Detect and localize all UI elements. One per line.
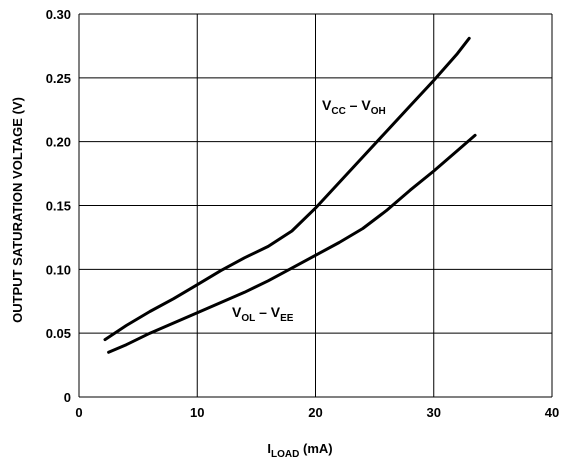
y-tick-label: 0.05 (46, 326, 71, 341)
x-tick-label: 10 (190, 405, 204, 420)
x-tick-label: 20 (308, 405, 322, 420)
x-tick-label: 40 (545, 405, 559, 420)
series-lines (103, 36, 477, 354)
y-tick-label: 0.15 (46, 199, 71, 214)
x-tick-labels: 0 10 20 30 40 (75, 405, 559, 420)
series-label-vol-vee: VOL – VEE (232, 304, 294, 324)
x-axis-label: ILOAD (mA) (267, 441, 332, 460)
x-tick-label: 30 (427, 405, 441, 420)
grid (78, 13, 553, 398)
x-tick-label: 0 (75, 405, 82, 420)
y-tick-label: 0 (64, 390, 71, 405)
series-line-vcc-voh (103, 36, 471, 342)
y-tick-label: 0.30 (46, 7, 71, 22)
series-line-vol-vee (107, 133, 477, 354)
y-tick-label: 0.20 (46, 135, 71, 150)
y-tick-label: 0.25 (46, 71, 71, 86)
y-tick-label: 0.10 (46, 262, 71, 277)
y-axis-label: OUTPUT SATURATION VOLTAGE (V) (10, 97, 25, 323)
y-tick-labels: 0 0.05 0.10 0.15 0.20 0.25 0.30 (46, 7, 71, 405)
series-label-vcc-voh: VCC – VOH (322, 97, 386, 117)
